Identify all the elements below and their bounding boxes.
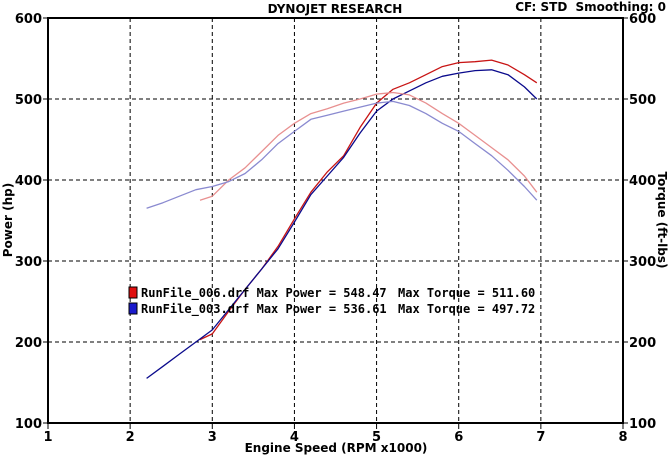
plot-area bbox=[47, 17, 624, 424]
chart-title: DYNOJET RESEARCH bbox=[267, 2, 403, 16]
chart-options: CF: STD Smoothing: 0 bbox=[511, 0, 666, 14]
y-tick-label-right: 500 bbox=[629, 93, 656, 108]
x-tick-label: 1 bbox=[43, 430, 52, 445]
x-tick-label: 4 bbox=[290, 430, 299, 445]
x-tick-label: 5 bbox=[372, 430, 381, 445]
y-tick-label-left: 600 bbox=[15, 12, 42, 27]
series-line-run003-torque bbox=[146, 100, 538, 209]
y-tick-label-left: 300 bbox=[15, 255, 42, 270]
legend-swatch bbox=[128, 302, 138, 315]
x-tick-label: 2 bbox=[126, 430, 135, 445]
y-axis-label-left: Power (hp) bbox=[1, 183, 15, 257]
axis-ticks: 1 2 3 4 5 6 7 810020030040050060010020030040050… bbox=[15, 12, 656, 445]
smoothing-label: Smoothing: 0 bbox=[575, 0, 667, 14]
y-tick-label-right: 600 bbox=[629, 12, 656, 27]
legend-swatch bbox=[128, 286, 138, 299]
legend-torque-label: Max Torque = 511.60 bbox=[398, 286, 535, 300]
y-tick-label-left: 100 bbox=[15, 417, 42, 432]
x-tick-label: 3 bbox=[208, 430, 217, 445]
y-tick-label-left: 200 bbox=[15, 336, 42, 351]
y-tick-label-right: 400 bbox=[629, 174, 656, 189]
legend-label: RunFile_003.drf Max Power = 536.61 bbox=[141, 302, 387, 317]
correction-factor-label: CF: STD bbox=[515, 0, 568, 14]
series-line-run003-power bbox=[146, 69, 538, 379]
legend: RunFile_006.drf Max Power = 548.47 Max To… bbox=[128, 286, 535, 317]
x-tick-label: 6 bbox=[454, 430, 463, 445]
y-tick-label-left: 500 bbox=[15, 93, 42, 108]
y-tick-label-right: 100 bbox=[629, 417, 656, 432]
x-axis-label: Engine Speed (RPM x1000) bbox=[245, 441, 428, 455]
y-axis-label-right: Torque (ft-lbs) bbox=[655, 172, 669, 269]
y-tick-label-right: 300 bbox=[629, 255, 656, 270]
y-tick-label-left: 400 bbox=[15, 174, 42, 189]
x-tick-label: 8 bbox=[618, 430, 627, 445]
legend-label: RunFile_006.drf Max Power = 548.47 bbox=[141, 286, 387, 301]
series-lines bbox=[146, 59, 538, 379]
y-tick-label-right: 200 bbox=[629, 336, 656, 351]
legend-torque-label: Max Torque = 497.72 bbox=[398, 302, 535, 316]
x-tick-label: 7 bbox=[536, 430, 545, 445]
series-line-run006-torque bbox=[199, 91, 538, 201]
